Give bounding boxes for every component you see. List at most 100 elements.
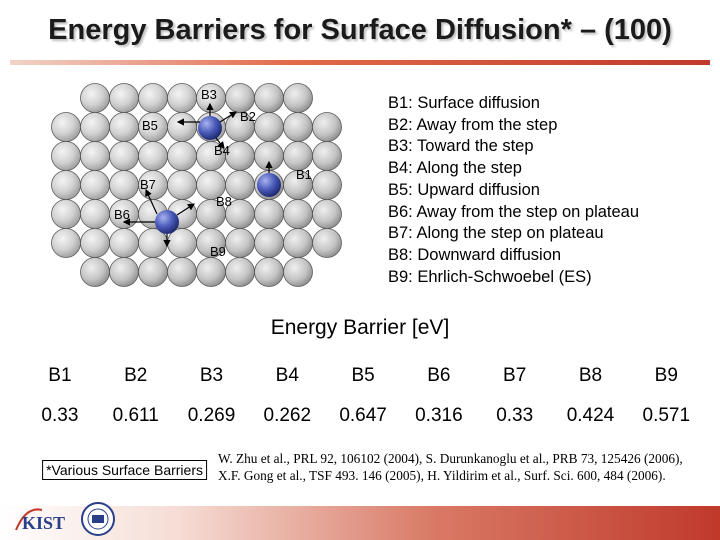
substrate-atom [138,141,168,171]
substrate-atom [80,257,110,287]
substrate-atom [80,199,110,229]
adatom-terrace [257,173,281,197]
adatom-step-edge [198,116,222,140]
substrate-atom [80,170,110,200]
table-header-cell: B4 [275,365,299,386]
label-b8: B8 [216,194,232,209]
substrate-atom [80,228,110,258]
substrate-atom [225,257,255,287]
substrate-atom [312,141,342,171]
legend-item: B6: Away from the step on plateau [388,202,640,221]
legend-item: B9: Ehrlich-Schwoebel (ES) [388,267,592,286]
table-header-cell: B5 [351,365,375,386]
substrate-atom [196,257,226,287]
substrate-atoms [51,83,342,287]
substrate-atom [51,199,81,229]
substrate-atom [167,112,197,142]
adatoms [155,116,281,234]
kist-logo: KIST [15,508,65,533]
substrate-atom [138,257,168,287]
substrate-atom [167,83,197,113]
legend-item: B7: Along the step on plateau [388,224,604,243]
table-header-cell: B7 [503,365,527,386]
substrate-atom [312,112,342,142]
table-value-cell: 0.647 [339,405,387,426]
substrate-atom [109,257,139,287]
substrate-atom [109,112,139,142]
substrate-atom [80,112,110,142]
table-value-cell: 0.316 [415,405,463,426]
table-value-cell: 0.611 [112,405,159,426]
substrate-atom [283,112,313,142]
substrate-atom [283,199,313,229]
table-header-cell: B1 [48,365,72,386]
reference-line: X.F. Gong et al., TSF 493. 146 (2005), H… [218,468,666,483]
legend-item: B3: Toward the step [388,137,534,156]
table-value-cell: 0.424 [566,405,615,426]
table-header-cell: B9 [654,365,678,386]
label-b9: B9 [210,244,226,259]
energy-barrier-table: B1 B2 B3 B4 B5 B6 B7 B8 B9 0.33 0.611 0.… [22,355,704,435]
table-title: Energy Barrier [eV] [270,316,450,339]
substrate-atom [254,228,284,258]
substrate-atom [254,199,284,229]
label-b5: B5 [142,118,158,133]
title-underline [10,60,710,65]
table-header-cell: B2 [124,365,148,386]
diffusion-arrows [122,102,273,248]
table-header-cell: B8 [578,365,603,386]
label-b7: B7 [140,177,156,192]
table-value-cell: 0.262 [263,405,312,426]
substrate-atom [80,83,110,113]
label-b1: B1 [296,167,312,182]
label-b6: B6 [114,207,130,222]
substrate-atom [312,228,342,258]
substrate-atom [80,141,110,171]
references: W. Zhu et al., PRL 92, 106102 (2004), S.… [218,450,683,484]
label-b3: B3 [201,87,217,102]
table-value-row: 0.33 0.611 0.269 0.262 0.647 0.316 0.33 … [22,397,704,435]
reference-line: W. Zhu et al., PRL 92, 106102 (2004), S.… [218,451,683,466]
substrate-atom [51,170,81,200]
legend-item: B1: Surface diffusion [388,94,540,112]
table-header-row: B1 B2 B3 B4 B5 B6 B7 B8 B9 [22,355,704,397]
substrate-atom [312,170,342,200]
adatom-plateau [155,210,179,234]
table-value-cell: 0.571 [642,405,691,426]
substrate-atom [167,170,197,200]
table-header-cell: B3 [199,365,224,386]
substrate-atom [312,199,342,229]
substrate-atom [225,228,255,258]
table-value-cell: 0.33 [41,405,79,426]
label-b4: B4 [214,143,230,158]
footer-bar [0,506,720,540]
substrate-atom [109,83,139,113]
legend-item: B2: Away from the step [388,115,558,134]
substrate-atom [51,141,81,171]
table-header-cell: B6 [427,365,451,386]
label-b2: B2 [240,109,256,124]
substrate-atom [283,257,313,287]
table-value-cell: 0.33 [496,405,534,426]
surface-diffusion-diagram: B3 B2 B5 B4 B1 B7 B8 B6 B9 [51,83,342,287]
page-title: Energy Barriers for Surface Diffusion* –… [48,14,672,46]
footnote-box: *Various Surface Barriers [42,460,207,480]
substrate-atom [283,228,313,258]
substrate-atom [283,83,313,113]
substrate-atom [167,257,197,287]
substrate-atom [109,228,139,258]
substrate-atom [167,141,197,171]
substrate-atom [254,83,284,113]
substrate-atom [109,170,139,200]
substrate-atom [51,228,81,258]
legend-item: B5: Upward diffusion [388,180,540,199]
substrate-atom [254,257,284,287]
substrate-atom [51,112,81,142]
barrier-legend: B1: Surface diffusion B2: Away from the … [388,93,639,288]
university-seal-logo [81,502,115,536]
substrate-atom [254,112,284,142]
legend-item: B4: Along the step [388,159,522,178]
legend-item: B8: Downward diffusion [388,245,562,264]
substrate-atom [109,141,139,171]
substrate-atom [138,83,168,113]
